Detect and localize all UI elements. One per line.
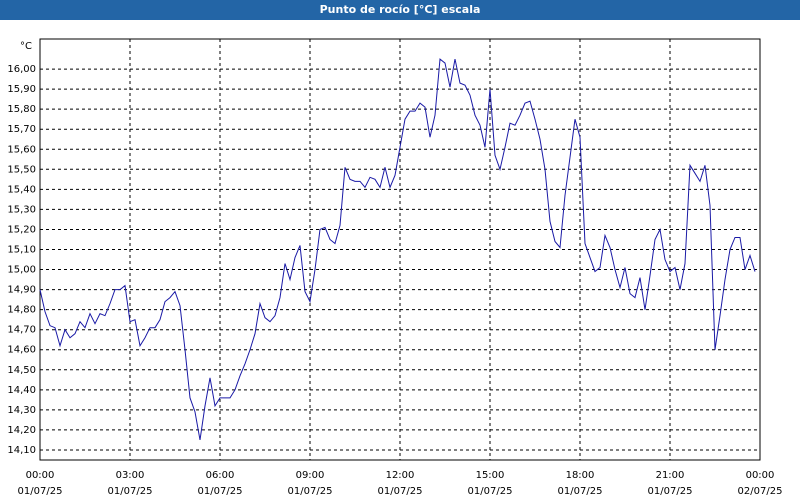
y-tick-label: 14,90	[7, 285, 36, 296]
x-tick-date: 01/07/25	[18, 486, 63, 497]
y-tick-label: 15,80	[7, 104, 36, 115]
x-tick-date: 01/07/25	[378, 486, 423, 497]
y-tick-label: 14,80	[7, 305, 36, 316]
x-tick-label: 18:00	[566, 470, 595, 481]
y-tick-label: 16,00	[7, 64, 36, 75]
x-tick-date: 01/07/25	[288, 486, 333, 497]
x-tick-date: 02/07/25	[738, 486, 783, 497]
x-tick-label: 15:00	[476, 470, 505, 481]
y-tick-label: 15,10	[7, 245, 36, 256]
x-tick-date: 01/07/25	[558, 486, 603, 497]
y-tick-label: 14,40	[7, 385, 36, 396]
y-tick-label: 15,40	[7, 184, 36, 195]
y-tick-label: 15,60	[7, 144, 36, 155]
x-tick-label: 00:00	[26, 470, 55, 481]
y-tick-label: 15,20	[7, 224, 36, 235]
y-tick-label: 14,50	[7, 365, 36, 376]
y-tick-label: 14,60	[7, 345, 36, 356]
plot-border	[39, 38, 761, 461]
y-tick-label: 15,30	[7, 204, 36, 215]
y-tick-label: 15,50	[7, 164, 36, 175]
title-bar	[0, 0, 800, 20]
y-tick-label: 14,10	[7, 445, 36, 456]
data-line	[39, 58, 756, 441]
window-title: Punto de rocío [°C] escala	[320, 3, 481, 16]
y-tick-label: 15,70	[7, 124, 36, 135]
y-tick-label: 15,00	[7, 265, 36, 276]
y-tick-label: 14,70	[7, 325, 36, 336]
y-tick-label: 14,20	[7, 425, 36, 436]
x-tick-label: 12:00	[386, 470, 415, 481]
y-tick-label: 14,30	[7, 405, 36, 416]
y-tick-label: 15,90	[7, 84, 36, 95]
y-unit: °C	[20, 41, 32, 52]
x-tick-date: 01/07/25	[648, 486, 693, 497]
x-tick-date: 01/07/25	[108, 486, 153, 497]
x-tick-label: 00:00	[746, 470, 775, 481]
x-tick-label: 03:00	[116, 470, 145, 481]
x-tick-label: 06:00	[206, 470, 235, 481]
x-tick-date: 01/07/25	[468, 486, 513, 497]
x-tick-date: 01/07/25	[198, 486, 243, 497]
x-tick-label: 21:00	[656, 470, 685, 481]
x-tick-label: 09:00	[296, 470, 325, 481]
